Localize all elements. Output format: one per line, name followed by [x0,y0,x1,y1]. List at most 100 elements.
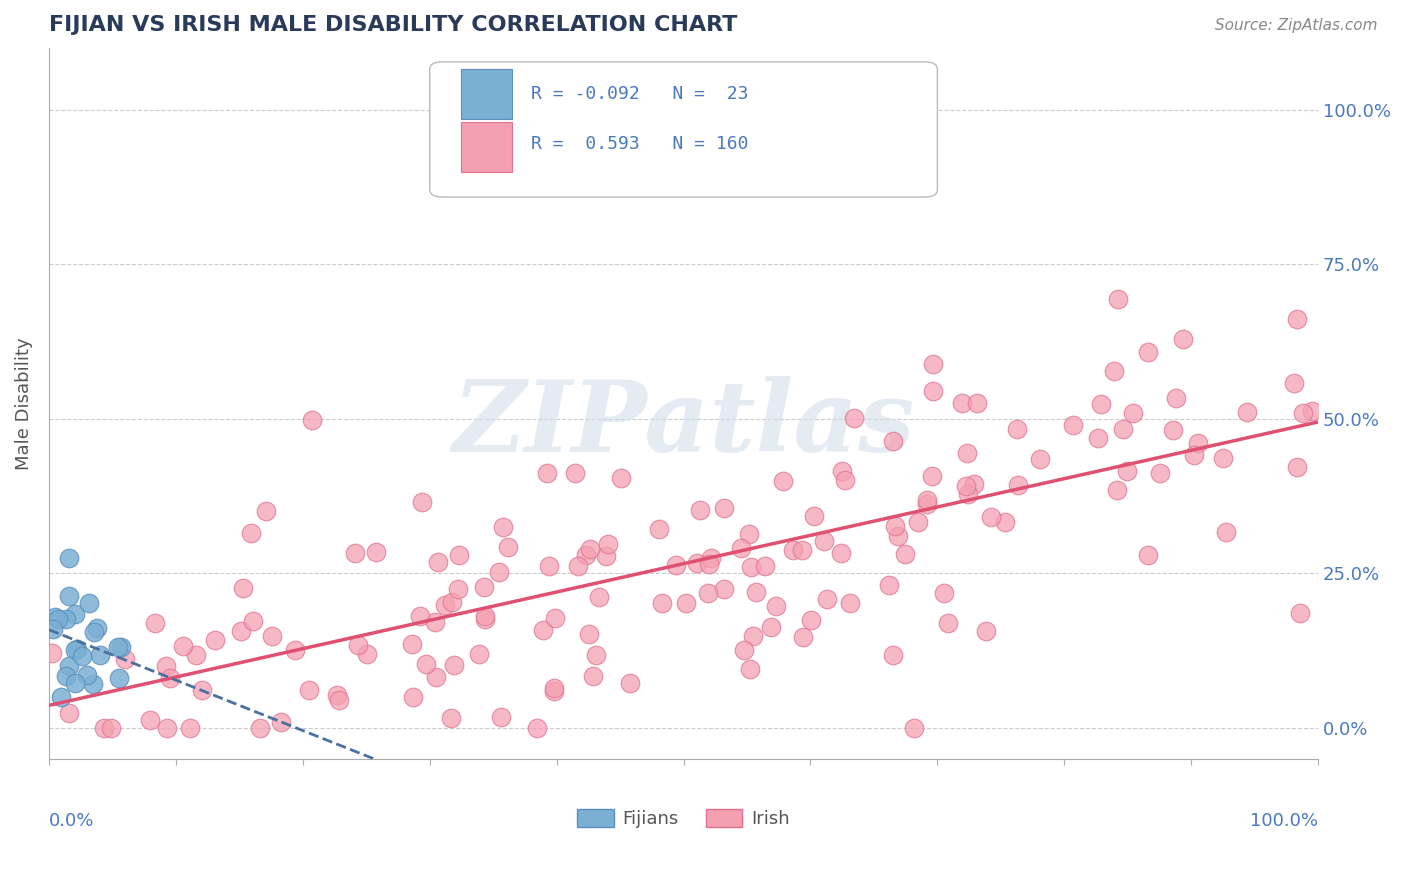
Text: R =  0.593   N = 160: R = 0.593 N = 160 [531,135,749,153]
Irish [401,690,423,705]
Irish [426,555,449,569]
Irish [932,586,955,600]
Irish [759,620,782,634]
Irish [610,471,633,485]
Irish [887,529,910,543]
Irish [938,615,960,630]
Irish [588,590,610,604]
Irish [1282,376,1305,390]
Irish [950,396,973,410]
Irish [834,473,856,487]
Irish [838,596,860,610]
Irish [1149,467,1171,481]
Irish [581,669,603,683]
Irish [697,586,720,600]
Irish [536,467,558,481]
Irish [831,464,853,478]
Irish [100,721,122,735]
Text: 0.0%: 0.0% [49,813,94,830]
Irish [531,623,554,637]
Fijians [89,648,111,662]
Irish [1292,407,1315,421]
Irish [842,411,865,425]
Irish [803,509,825,524]
Irish [401,637,423,651]
Fijians [58,590,80,604]
Irish [1288,606,1310,620]
Irish [1107,483,1129,497]
Irish [1301,404,1323,418]
Irish [343,546,366,560]
Irish [434,598,457,612]
Irish [1171,332,1194,346]
Text: R = -0.092   N =  23: R = -0.092 N = 23 [531,85,749,103]
Irish [686,557,709,571]
Irish [468,647,491,661]
Irish [579,541,602,556]
Irish [884,519,907,533]
Fijians [63,607,86,621]
Irish [229,624,252,639]
Irish [1212,450,1234,465]
Fijians [46,612,69,626]
Irish [58,706,80,720]
Irish [489,710,512,724]
Fijians [110,640,132,654]
Fijians [55,669,77,683]
Irish [93,721,115,735]
Irish [922,384,945,398]
Irish [955,479,977,493]
Irish [979,510,1001,524]
Irish [415,657,437,671]
Irish [907,516,929,530]
Irish [328,693,350,707]
Irish [496,540,519,554]
Irish [159,671,181,685]
Irish [585,648,607,662]
Irish [689,503,711,517]
Irish [596,537,619,551]
Text: 100.0%: 100.0% [1250,813,1319,830]
Irish [474,612,496,626]
Y-axis label: Male Disability: Male Disability [15,337,32,470]
Fijians [72,648,94,663]
Irish [443,657,465,672]
Fijians [77,596,100,610]
Irish [813,534,835,549]
Irish [782,543,804,558]
Irish [204,632,226,647]
Text: ZIPatlas: ZIPatlas [453,376,915,473]
Text: Source: ZipAtlas.com: Source: ZipAtlas.com [1215,18,1378,33]
Irish [260,629,283,643]
Irish [254,504,277,518]
Irish [921,357,943,371]
Irish [697,558,720,572]
Irish [765,599,787,613]
Irish [1087,431,1109,445]
Irish [242,614,264,628]
Irish [963,476,986,491]
Irish [364,545,387,559]
Irish [744,584,766,599]
Bar [461,69,512,119]
Irish [830,545,852,559]
Irish [957,487,980,501]
Irish [903,721,925,735]
Irish [1029,452,1052,467]
Irish [1182,448,1205,462]
Irish [411,495,433,509]
Irish [1161,423,1184,437]
Irish [249,721,271,735]
Irish [270,714,292,729]
Irish [138,713,160,727]
Irish [733,643,755,657]
Fijians [55,612,77,626]
Irish [877,578,900,592]
Irish [651,596,673,610]
Irish [741,629,763,643]
Irish [1007,478,1029,492]
Irish [882,648,904,662]
Irish [409,609,432,624]
Irish [575,548,598,562]
Irish [155,658,177,673]
